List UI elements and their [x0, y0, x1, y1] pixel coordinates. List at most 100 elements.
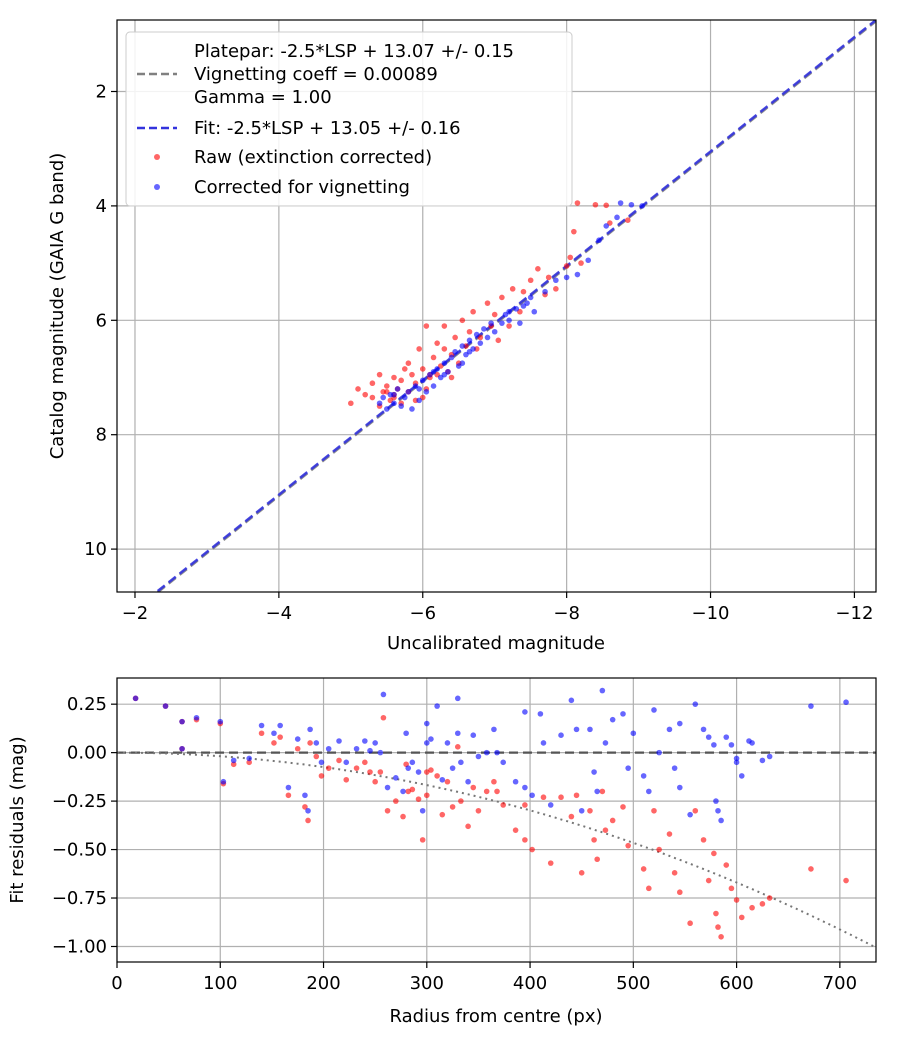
raw-point — [307, 740, 313, 746]
corrected-point — [318, 759, 325, 766]
corrected-point — [271, 730, 277, 737]
corrected-point — [494, 749, 500, 756]
raw-point — [545, 274, 552, 281]
corrected-point — [733, 759, 740, 766]
corrected-point — [499, 320, 505, 326]
raw-point — [246, 759, 252, 766]
corrected-point — [766, 753, 773, 760]
corrected-point — [506, 308, 512, 315]
corrected-point — [384, 784, 391, 791]
raw-point — [574, 200, 581, 206]
corrected-point — [444, 740, 451, 746]
top-fit-lines — [154, 20, 876, 592]
raw-point — [491, 778, 497, 785]
y-tick-label: 2 — [96, 82, 107, 103]
legend-box — [125, 31, 573, 207]
x-tick-label: 400 — [513, 973, 547, 994]
corrected-point — [466, 348, 473, 355]
raw-point — [728, 885, 735, 892]
corrected-point — [336, 738, 342, 744]
corrected-point — [733, 755, 740, 762]
corrected-point — [620, 711, 626, 717]
raw-point — [700, 837, 707, 843]
corrected-point — [405, 765, 412, 771]
corrected-point — [705, 734, 712, 740]
corrected-point — [553, 277, 559, 284]
corrected-point — [687, 811, 693, 818]
raw-point — [666, 831, 673, 837]
corrected-point — [483, 749, 490, 756]
raw-point — [302, 804, 308, 810]
corrected-point — [715, 807, 721, 814]
raw-point — [325, 765, 332, 771]
corrected-point — [723, 734, 730, 740]
corrected-point — [439, 776, 446, 783]
raw-point — [687, 920, 693, 927]
corrected-point — [522, 784, 528, 791]
raw-point — [625, 842, 631, 849]
raw-point — [277, 734, 283, 740]
y-tick-label: 6 — [96, 310, 107, 331]
top-legend: Platepar: -2.5*LSP + 13.07 +/- 0.15 Vign… — [125, 31, 573, 207]
y-tick-label: −0.75 — [52, 888, 107, 909]
x-tick-label: 200 — [306, 973, 340, 994]
corrected-point — [596, 237, 602, 244]
corrected-point — [403, 730, 409, 737]
bottom-scatter-points — [132, 687, 849, 940]
corrected-point — [391, 400, 397, 407]
raw-point — [509, 286, 516, 292]
corrected-point — [578, 807, 585, 814]
corrected-point — [470, 732, 477, 738]
corrected-point — [416, 397, 422, 404]
corrected-point — [394, 386, 401, 392]
raw-point — [609, 817, 616, 824]
raw-point — [419, 366, 426, 372]
corrected-point — [481, 326, 487, 332]
corrected-point — [603, 223, 610, 229]
raw-point — [428, 767, 434, 773]
y-tick-label: 4 — [96, 196, 107, 217]
corrected-point — [409, 759, 416, 766]
corrected-point — [415, 769, 422, 775]
raw-point — [405, 360, 412, 367]
raw-point — [520, 288, 527, 295]
raw-point — [294, 745, 301, 752]
raw-point — [692, 807, 699, 814]
raw-point — [454, 744, 461, 750]
raw-point — [567, 254, 574, 261]
corrected-point — [401, 394, 408, 401]
raw-point — [419, 837, 426, 843]
corrected-point — [362, 738, 368, 744]
corrected-point — [531, 308, 538, 315]
corrected-point — [277, 722, 283, 729]
legend-platepar-line3: Gamma = 1.00 — [194, 87, 332, 108]
corrected-point — [294, 736, 301, 742]
corrected-point — [217, 718, 224, 725]
raw-point — [766, 895, 773, 901]
raw-point — [355, 386, 361, 392]
raw-point — [484, 300, 491, 306]
corrected-point — [430, 368, 437, 375]
corrected-point — [441, 360, 448, 367]
corrected-point — [452, 348, 458, 355]
legend-platepar-line2: Vignetting coeff = 0.00089 — [194, 64, 438, 85]
corrected-point — [563, 274, 570, 281]
y-tick-label: −0.25 — [52, 791, 107, 812]
top-axes-frame — [116, 19, 877, 593]
corrected-point — [423, 720, 430, 727]
corrected-point — [313, 740, 320, 746]
legend-platepar-line1: Platepar: -2.5*LSP + 13.07 +/- 0.15 — [194, 41, 514, 62]
corrected-point — [372, 740, 378, 746]
corrected-point — [656, 749, 662, 756]
corrected-point — [625, 765, 631, 771]
corrected-point — [540, 740, 547, 746]
raw-point — [466, 328, 473, 335]
corrected-point — [423, 740, 430, 746]
corrected-point — [466, 337, 473, 344]
raw-point — [495, 337, 502, 344]
corrected-point — [230, 757, 237, 764]
raw-point — [391, 374, 397, 381]
y-tick-label: −1.00 — [52, 936, 107, 957]
raw-point — [656, 846, 662, 853]
corrected-point — [459, 360, 466, 367]
